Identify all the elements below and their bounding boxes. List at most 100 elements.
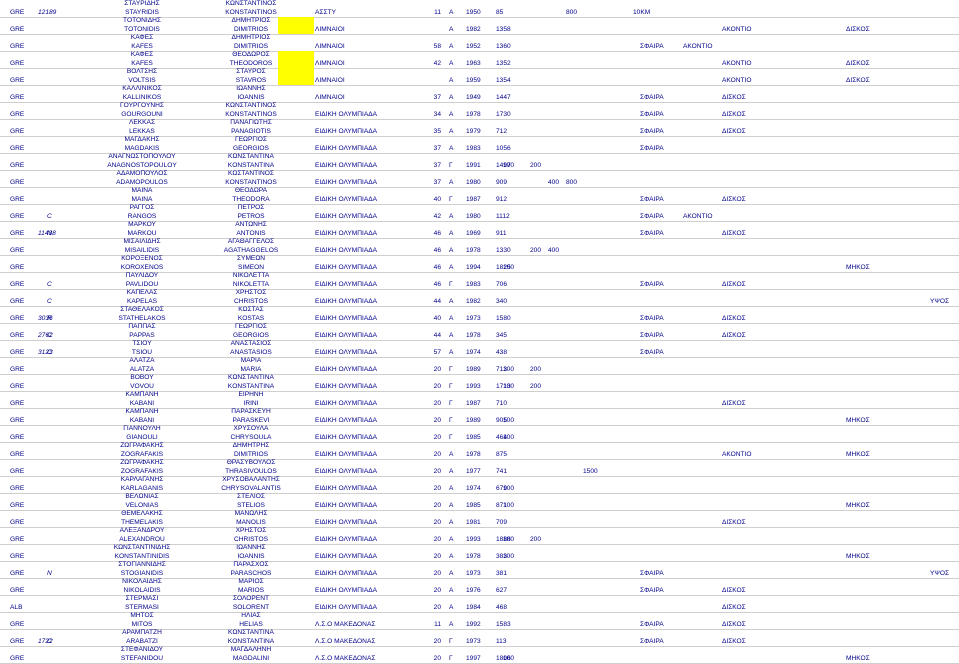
firstname-greek-cell: ΚΩΝΣΤΑΝΤΙΝΑ [228, 153, 274, 160]
latin-data-line: GRE 11438 N MARKOU ANTONIS ΕΙΔΙΚΗ ΟΛΥΜΠΙΑΔΑ 46… [0, 230, 959, 239]
greek-name-line: ΑΛΑΤΖΑ ΜΑΡΙΑ [0, 357, 959, 366]
highlight-cell [278, 51, 314, 68]
firstname-latin-cell: HELIAS [239, 620, 263, 628]
firstname-latin-cell: CHRISTOS [234, 535, 268, 543]
event-javelin-b-cell: ΔΙΣΚΟΣ [722, 518, 746, 526]
event-shotput-cell: ΣΦΑΙΡΑ [640, 229, 664, 237]
table-row: ΚΩΝΣΤΑΝΤΙΝΙΔΗΣ ΙΩΑΝΝΗΣ GRE KONSTANTINIDIS IO… [0, 544, 959, 562]
country-cell: GRE [10, 450, 25, 458]
latin-data-line: GRE KONSTANTINIDIS IOANNIS ΕΙΔΙΚΗ ΟΛΥΜΠΙΑΔΑ… [0, 553, 959, 562]
latin-data-line: GRE LEKKAS PANAGIOTIS ΕΙΔΙΚΗ ΟΛΥΜΠΙΑΔΑ 35 Α 19… [0, 128, 959, 137]
event-shotput-cell: ΣΦΑΙΡΑ [640, 127, 664, 135]
firstname-latin-cell: PANAGIOTIS [231, 127, 271, 135]
firstname-latin-cell: MANOLIS [236, 518, 266, 526]
surname-latin-cell: TSIOU [131, 348, 153, 356]
table-row: ΚΑΜΠΑΝΗ ΕΙΡΗΝΗ GRE KABANI IRINI ΕΙΔΙΚΗ ΟΛΥΜΠΙ… [0, 391, 959, 409]
club-cell: ΛΙΜΝΑΙΟΙ [315, 93, 345, 101]
row-divider [0, 356, 959, 358]
event-javelin-b-cell: ΔΙΣΚΟΣ [722, 637, 746, 645]
event-100-cell: 100 [503, 484, 515, 492]
club-cell: ΕΙΔΙΚΗ ΟΛΥΜΠΙΑΔΑ [315, 280, 378, 288]
firstname-greek-cell: ΘΕΟΔΩΡΟΣ [232, 51, 270, 58]
table-row: ΚΟΡΟΞΕΝΟΣ ΣΥΜΕΩΝ GRE KOROXENOS SIMEON ΕΙΔΙΚΗ … [0, 255, 959, 273]
event-shotput-cell: ΣΦΑΙΡΑ [640, 314, 664, 322]
firstname-greek-cell: ΓΕΩΡΓΙΟΣ [234, 323, 268, 330]
event-javelin-b-cell: ΔΙΣΚΟΣ [722, 229, 746, 237]
event-100-cell: 100 [503, 433, 515, 441]
surname-greek-cell: ΠΑΥΛΙΔΟΥ [125, 272, 159, 279]
sex-cell: Α [449, 569, 454, 577]
score-cell: 1112 [496, 212, 510, 220]
club-cell: ΕΙΔΙΚΗ ΟΛΥΜΠΙΑΔΑ [315, 399, 378, 407]
firstname-latin-cell: STAVROS [235, 76, 267, 84]
sex-cell: Γ [449, 433, 453, 441]
age-cell: 40 [433, 195, 441, 203]
firstname-latin-cell: KONSTANTINOS [225, 110, 277, 118]
surname-greek-cell: ΒΕΛΩΝΙΑΣ [125, 493, 159, 500]
country-cell: GRE [10, 348, 25, 356]
firstname-latin-cell: DIMITRIOS [233, 25, 269, 33]
greek-name-line: ΖΩΓΡΑΦΑΚΗΣ ΘΡΑΣΥΒΟΥΛΟΣ [0, 459, 959, 468]
category-cell: R [47, 314, 52, 322]
event-javelin-b-cell: ΔΙΣΚΟΣ [722, 603, 746, 611]
country-cell: GRE [10, 76, 25, 84]
birth-year-cell: 1991 [466, 161, 481, 169]
country-cell: GRE [10, 178, 25, 186]
birth-year-cell: 1993 [466, 382, 481, 390]
club-cell: ΕΙΔΙΚΗ ΟΛΥΜΠΙΑΔΑ [315, 501, 378, 509]
score-cell: 438 [496, 348, 508, 356]
score-cell: 468 [496, 603, 508, 611]
category-cell: N [47, 569, 52, 577]
event-100-cell: 100 [503, 161, 515, 169]
surname-greek-cell: ΑΝΑΓΝΩΣΤΟΠΟΥΛΟΥ [108, 153, 176, 160]
table-row: ΓΟΥΡΓΟΥΝΗΣ ΚΩΝΣΤΑΝΤΙΝΟΣ GRE GOURGOUNI KONSTA… [0, 102, 959, 120]
surname-greek-cell: ΚΑΛΛΙΝΙΚΟΣ [122, 85, 162, 92]
firstname-latin-cell: SIMEON [237, 263, 264, 271]
latin-data-line: GRE 3123 C TSIOU ANASTASIOS ΕΙΔΙΚΗ ΟΛΥΜΠΙΑΔΑ 5… [0, 349, 959, 358]
latin-data-line: GRE KOROXENOS SIMEON ΕΙΔΙΚΗ ΟΛΥΜΠΙΑΔΑ 46 Α 199… [0, 264, 959, 273]
score-cell: 1354 [496, 76, 511, 84]
sex-cell: Α [449, 484, 454, 492]
surname-greek-cell: ΚΑΦΕΣ [130, 34, 154, 41]
event-100-cell: 100 [503, 365, 515, 373]
row-divider [0, 16, 959, 18]
greek-name-line: ΚΑΡΛΑΓΑΝΗΣ ΧΡΥΣΟΒΑΛΑΝΤΗΣ [0, 476, 959, 485]
table-row: ΣΤΕΡΜΑΣΙ ΣΟΛΟΡΕΝΤ ALB STERMASI SOLORENT ΕΙΔΙΚ… [0, 595, 959, 613]
table-row: ΖΩΓΡΑΦΑΚΗΣ ΔΗΜΗΤΡΗΣ GRE ZOGRAFAKIS DIMITRIOS… [0, 442, 959, 460]
age-cell: 37 [433, 144, 441, 152]
surname-greek-cell: ΓΟΥΡΓΟΥΝΗΣ [120, 102, 164, 109]
row-divider [0, 645, 959, 647]
score-cell: 1730 [496, 110, 511, 118]
row-divider [0, 169, 959, 171]
sex-cell: Α [449, 59, 454, 67]
surname-greek-cell: ΡΑΓΓΟΣ [129, 204, 155, 211]
surname-greek-cell: ΣΤΟΓΙΑΝΝΙΔΗΣ [118, 561, 166, 568]
firstname-greek-cell: ΓΕΩΡΓΙΟΣ [234, 136, 268, 143]
age-cell: 20 [433, 501, 441, 509]
table-row: ΒΟΒΟΥ ΚΩΝΣΤΑΝΤΙΝΑ GRE VOVOU KONSTANTINA ΕΙΔΙΚ… [0, 374, 959, 392]
age-cell: 46 [433, 246, 441, 254]
firstname-latin-cell: NIKOLETTA [232, 280, 270, 288]
surname-greek-cell: ΚΟΡΟΞΕΝΟΣ [121, 255, 163, 262]
row-divider [0, 339, 959, 341]
firstname-greek-cell: ΘΡΑΣΥΒΟΥΛΟΣ [226, 459, 276, 466]
surname-latin-cell: KAFES [131, 42, 153, 50]
event-longjump-cell: ΜΗΚΟΣ [846, 450, 870, 458]
table-row: ΣΤΟΓΙΑΝΝΙΔΗΣ ΠΑΡΑΣΧΟΣ GRE N STOGIANIDIS PARAS… [0, 561, 959, 579]
club-cell: ΕΙΔΙΚΗ ΟΛΥΜΠΙΑΔΑ [315, 467, 378, 475]
birth-year-cell: 1983 [466, 280, 481, 288]
birth-year-cell: 1997 [466, 654, 481, 662]
birth-year-cell: 1950 [466, 8, 481, 16]
club-cell: ΕΙΔΙΚΗ ΟΛΥΜΠΙΑΔΑ [315, 484, 378, 492]
latin-data-line: GRE MISAILIDIS AGATHAGGELOS ΕΙΔΙΚΗ ΟΛΥΜΠΙΑΔ… [0, 247, 959, 256]
surname-greek-cell: ΛΕΚΚΑΣ [128, 119, 156, 126]
club-cell: ΕΙΔΙΚΗ ΟΛΥΜΠΙΑΔΑ [315, 212, 378, 220]
event-javelin-b-cell: ΔΙΣΚΟΣ [722, 280, 746, 288]
surname-latin-cell: KAFES [131, 59, 153, 67]
firstname-greek-cell: ΚΩΣΤΑΣ [238, 306, 264, 313]
birth-year-cell: 1983 [466, 144, 481, 152]
surname-greek-cell: ΣΤΕΡΜΑΣΙ [125, 595, 159, 602]
age-cell: 11 [434, 8, 441, 16]
table-row: ΚΑΜΠΑΝΗ ΠΑΡΑΣΚΕΥΗ GRE KABANI PARASKEVI ΕΙΔΙΚΗ… [0, 408, 959, 426]
surname-latin-cell: MARKOU [127, 229, 157, 237]
